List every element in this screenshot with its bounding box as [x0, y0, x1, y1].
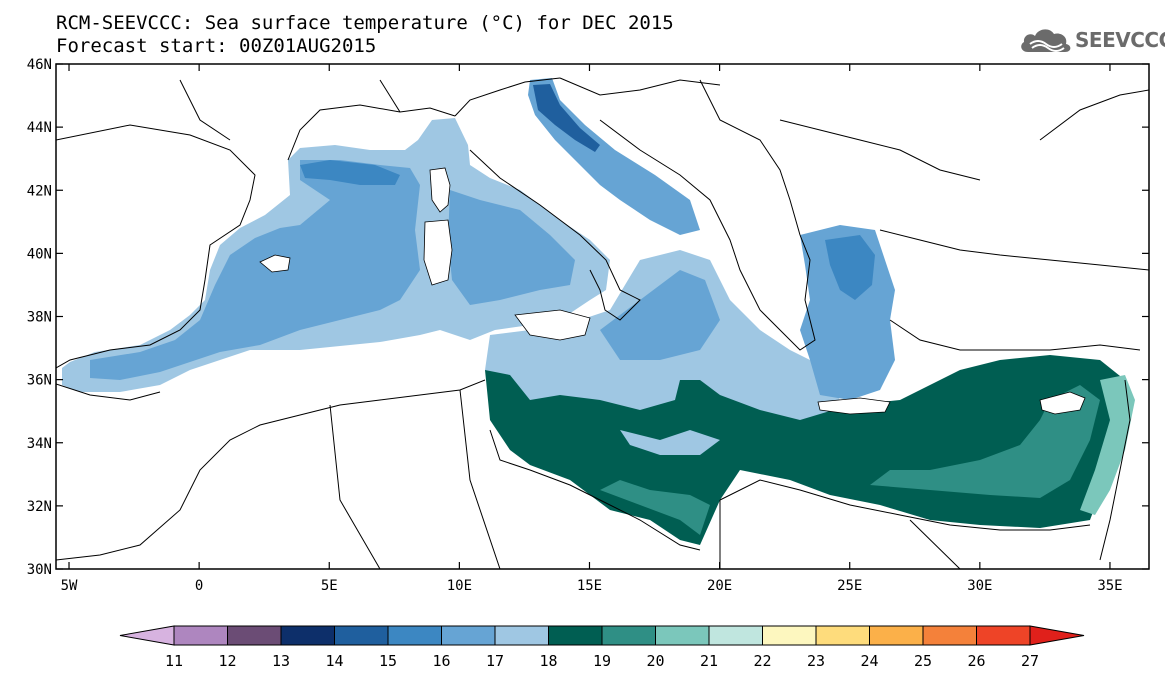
colorbar-segment — [334, 625, 389, 646]
colorbar-segment — [922, 625, 977, 646]
lat-tick-label: 40N — [27, 246, 52, 262]
colorbar-label: 25 — [914, 652, 932, 670]
colorbar-label: 24 — [860, 652, 878, 670]
sicily — [514, 309, 591, 341]
lat-tick-label: 46N — [27, 57, 52, 73]
ligurian-sea — [448, 190, 575, 305]
colorbar-segment — [762, 625, 817, 646]
lon-tick-label: 25E — [837, 578, 862, 594]
colorbar-label: 18 — [539, 652, 557, 670]
colorbar: 11 12 13 14 15 16 17 18 19 20 21 22 23 24 25 26 27 — [119, 625, 1085, 670]
colorbar-label: 15 — [379, 652, 397, 670]
colorbar-label: 16 — [432, 652, 450, 670]
sardinia — [423, 219, 453, 286]
colorbar-label: 12 — [218, 652, 236, 670]
colorbar-segment — [387, 625, 442, 646]
colorbar-segment — [869, 625, 924, 646]
colorbar-segment — [815, 625, 870, 646]
colorbar-segment — [708, 625, 763, 646]
colorbar-label: 14 — [325, 652, 343, 670]
logo-text: SEEVCCC — [1075, 28, 1165, 52]
lon-tick-label: 5W — [61, 578, 78, 594]
map-axes: 5W 0 5E 10E 15E 20E 25E 30E 35E 30N 32N 34N 36N 38N 40… — [27, 57, 1149, 594]
colorbar-segment — [441, 625, 496, 646]
lon-tick-label: 0 — [195, 578, 203, 594]
lat-tick-label: 30N — [27, 562, 52, 578]
colorbar-low-arrow — [119, 625, 175, 646]
lon-tick-label: 20E — [707, 578, 732, 594]
colorbar-label: 11 — [165, 652, 183, 670]
lat-tick-label: 34N — [27, 436, 52, 452]
cloud-icon — [1021, 29, 1071, 52]
lon-tick-label: 10E — [447, 578, 472, 594]
colorbar-label: 13 — [272, 652, 290, 670]
lon-tick-label: 30E — [967, 578, 992, 594]
lat-tick-label: 44N — [27, 120, 52, 136]
crete — [817, 397, 891, 415]
lon-tick-label: 35E — [1097, 578, 1122, 594]
gulf-of-lion-cold — [300, 160, 400, 185]
map-area — [56, 64, 1149, 569]
cyprus — [1039, 391, 1086, 415]
colorbar-segment — [494, 625, 549, 646]
colorbar-label: 21 — [700, 652, 718, 670]
colorbar-high-arrow — [1029, 625, 1085, 646]
north-aegean-cold — [825, 235, 875, 300]
lat-tick-label: 38N — [27, 310, 52, 326]
colorbar-segment — [173, 625, 228, 646]
colorbar-label: 19 — [593, 652, 611, 670]
colorbar-label: 27 — [1021, 652, 1039, 670]
levant-coast-warm — [1080, 375, 1135, 515]
lat-tick-label: 42N — [27, 183, 52, 199]
adriatic-sea — [528, 78, 700, 235]
seevccc-logo: SEEVCCC — [1018, 24, 1165, 58]
ionian-warm-tongue — [620, 430, 720, 455]
western-med-deep — [90, 160, 420, 380]
colorbar-segment — [227, 625, 282, 646]
north-adriatic-cold — [533, 84, 600, 152]
country-borders — [56, 77, 1149, 569]
colorbar-segment — [601, 625, 656, 646]
forecast-subtitle: Forecast start: 00Z01AUG2015 — [56, 35, 377, 57]
map-title: RCM-SEEVCCC: Sea surface temperature (°C… — [56, 12, 674, 34]
colorbar-segment — [976, 625, 1031, 646]
corsica — [429, 167, 451, 213]
lat-tick-label: 32N — [27, 499, 52, 515]
colorbar-label: 17 — [486, 652, 504, 670]
balearic-islands — [259, 254, 291, 273]
colorbar-segment — [280, 625, 335, 646]
colorbar-label: 26 — [967, 652, 985, 670]
levant-mid — [870, 385, 1100, 498]
colorbar-segment — [655, 625, 710, 646]
lon-tick-label: 15E — [577, 578, 602, 594]
colorbar-segment — [548, 625, 603, 646]
colorbar-label: 22 — [753, 652, 771, 670]
colorbar-label: 20 — [646, 652, 664, 670]
ionian-deep — [600, 270, 720, 360]
libya-coast-mid — [600, 480, 710, 535]
lon-tick-label: 5E — [321, 578, 338, 594]
colorbar-label: 23 — [807, 652, 825, 670]
lat-tick-label: 36N — [27, 373, 52, 389]
